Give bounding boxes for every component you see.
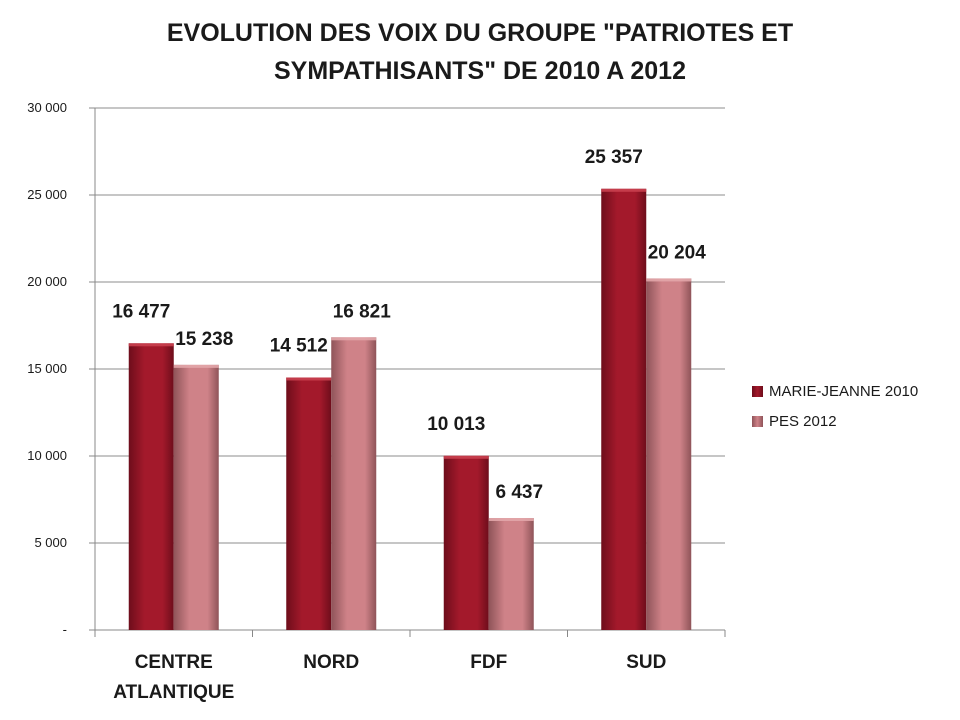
bar-series-1 <box>443 455 489 630</box>
bar-top-highlight <box>128 343 174 347</box>
y-tick-label: - <box>63 622 67 637</box>
chart-title: EVOLUTION DES VOIX DU GROUPE "PATRIOTES … <box>80 14 880 90</box>
bar-series-1 <box>601 188 647 630</box>
x-tick-label: ATLANTIQUE <box>113 682 234 703</box>
x-tick-label: SUD <box>626 652 666 673</box>
bar-top-highlight <box>443 455 489 459</box>
bar-series-1 <box>286 377 332 630</box>
data-label: 15 238 <box>175 329 233 350</box>
chart-title-line-1: EVOLUTION DES VOIX DU GROUPE "PATRIOTES … <box>166 19 794 47</box>
legend-label-series-2: PES 2012 <box>769 412 837 430</box>
y-tick-label: 15 000 <box>27 361 67 376</box>
bar-top-highlight <box>173 364 219 368</box>
bar-top-highlight <box>488 517 534 521</box>
x-tick-label: NORD <box>303 652 359 673</box>
bar-series-2 <box>488 517 534 630</box>
y-tick-label: 5 000 <box>34 535 67 550</box>
legend: MARIE-JEANNE 2010 PES 2012 <box>752 376 918 436</box>
y-tick-label: 10 000 <box>27 448 67 463</box>
legend-item-series-1: MARIE-JEANNE 2010 <box>752 376 918 406</box>
x-tick-label: CENTRE <box>135 652 213 673</box>
legend-swatch-series-1 <box>752 385 763 397</box>
y-tick-label: 30 000 <box>27 100 67 115</box>
data-label: 20 204 <box>648 242 707 263</box>
bar-series-2 <box>331 337 377 630</box>
data-label: 10 013 <box>427 414 485 435</box>
data-label: 16 821 <box>333 301 392 322</box>
bar-top-highlight <box>331 337 377 341</box>
bar-top-highlight <box>286 377 332 381</box>
data-label: 16 477 <box>112 301 170 322</box>
data-label: 14 512 <box>270 335 328 356</box>
legend-swatch-series-2 <box>752 415 763 427</box>
chart-title-line-2: SYMPATHISANTS" DE 2010 A 2012 <box>274 57 686 85</box>
bar-series-2 <box>646 278 692 630</box>
y-tick-label: 25 000 <box>27 187 67 202</box>
bar-top-highlight <box>601 188 647 192</box>
y-tick-label: 20 000 <box>27 274 67 289</box>
data-label: 6 437 <box>495 482 543 503</box>
legend-label-series-1: MARIE-JEANNE 2010 <box>769 382 919 400</box>
legend-item-series-2: PES 2012 <box>752 406 918 436</box>
bar-series-2 <box>173 364 219 630</box>
bar-series-1 <box>128 343 174 630</box>
data-label: 25 357 <box>585 147 643 168</box>
x-tick-label: FDF <box>470 652 507 673</box>
bar-top-highlight <box>646 278 692 282</box>
